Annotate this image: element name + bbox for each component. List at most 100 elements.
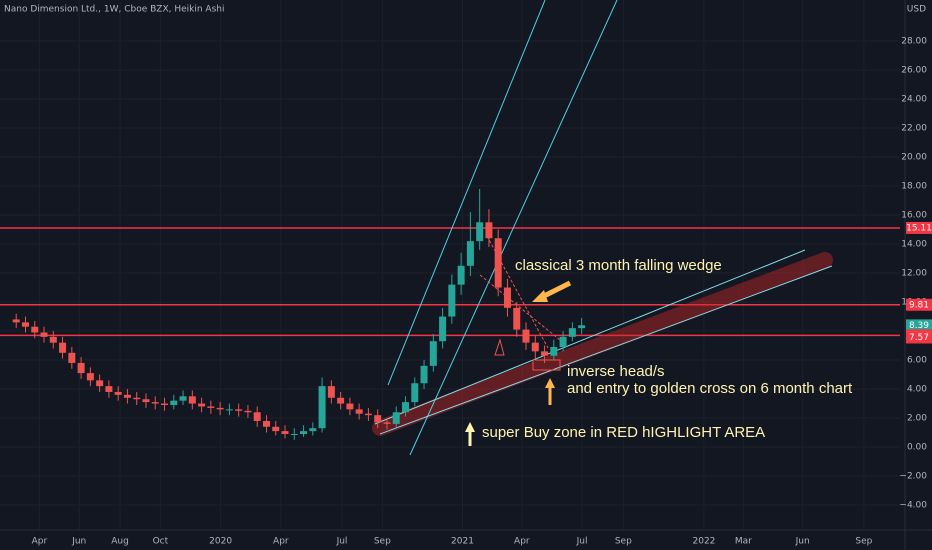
y-tick-label: −2.00 [899,472,927,482]
y-tick-label: 28.00 [901,37,927,47]
y-tick-label: 26.00 [901,66,927,76]
candle-body [522,329,530,343]
candle-body [374,415,382,423]
candles [12,188,586,440]
candle-body [429,341,437,366]
candle-body [40,332,48,337]
candle-body [318,386,326,429]
x-tick-label: Jun [795,537,810,547]
y-tick-label: 4.00 [907,385,927,395]
labels: −4.00−2.000.002.004.006.008.0010.0012.00… [32,37,932,547]
x-tick-label: Mar [735,537,752,547]
candle-body [355,409,363,414]
x-tick-label: Apr [514,537,530,547]
drawings [372,0,833,456]
candle-body [290,434,298,436]
y-tick-label: −4.00 [899,501,927,511]
candle-body [207,406,215,408]
x-tick-label: 2021 [451,537,474,547]
candle-body [476,222,484,242]
candle-body [244,410,252,413]
arrow-head [532,290,548,302]
y-tick-label: 18.00 [901,182,927,192]
candle-body [448,284,456,317]
chart-title: Nano Dimension Ltd., 1W, Cboe BZX, Heiki… [4,5,224,15]
candle-body [272,426,280,432]
candle-body [86,373,94,381]
x-tick-label: Jul [576,537,588,547]
candle-body [383,422,391,424]
x-tick-label: Apr [32,537,48,547]
y-tick-label: 12.00 [901,269,927,279]
x-tick-label: 2020 [209,537,232,547]
candle-body [281,431,289,435]
y-tick-label: 16.00 [901,211,927,221]
x-tick-label: Jun [71,537,86,547]
price-tag [906,319,932,332]
buy-zone-band [372,252,833,436]
x-tick-label: Oct [153,537,169,547]
x-tick-label: 2022 [693,537,716,547]
channel-line [374,249,806,425]
candle-body [392,412,400,424]
candle-body [541,351,549,356]
y-tick-label: 22.00 [901,124,927,134]
annotation: super Buy zone in RED hIGHLIGHT AREA [482,424,765,441]
candle-body [21,322,29,327]
price-tag-label: 7.57 [909,333,929,343]
candle-body [568,328,576,337]
candle-body [300,431,308,435]
candle-body [151,402,159,404]
candle-body [198,403,206,407]
arrow-head [545,378,555,388]
candle-body [411,383,419,403]
wedge-line [479,274,561,341]
x-tick-label: Sep [374,537,391,547]
y-tick-label: 14.00 [901,240,927,250]
channel-line [379,265,833,435]
candle-body [105,386,113,392]
annotation: and entry to golden cross on 6 month cha… [567,380,853,397]
candle-body [402,402,410,413]
candle-body [559,336,567,348]
candle-body [142,399,150,403]
candle-body [114,391,122,395]
candle-body [466,241,474,266]
channel-line [387,0,546,386]
annotation: classical 3 month falling wedge [515,257,722,274]
candle-body [68,352,76,363]
candle-body [179,396,187,401]
candle-body [578,325,586,329]
y-tick-label: 24.00 [901,95,927,105]
x-tick-label: Sep [855,537,872,547]
candle-body [216,407,224,410]
x-tick-label: Aug [111,537,129,547]
candle-body [133,397,141,400]
candle-body [346,403,354,410]
candle-body [457,265,465,285]
candle-body [503,287,511,308]
grid [0,227,900,337]
candle-body [262,420,270,427]
entry-box [532,359,561,371]
x-tick-label: Apr [273,537,289,547]
candle-body [123,394,131,398]
candle-body [531,342,539,352]
candle-body [59,342,67,353]
y-tick-label: 2.00 [907,414,927,424]
y-tick-label: 0.00 [907,443,927,453]
price-tag [906,221,932,234]
candle-body [485,222,493,239]
y-tick-label: 20.00 [901,153,927,163]
price-tag-label: 15.11 [906,223,932,233]
price-tag [906,298,932,311]
head-marker [494,338,505,356]
price-tag-label: 9.81 [909,300,929,310]
price-tag-label: 8.39 [909,321,929,331]
candle-body [12,319,20,323]
candle-body [49,336,57,343]
currency: USD [907,5,926,15]
candle-body [364,413,372,416]
